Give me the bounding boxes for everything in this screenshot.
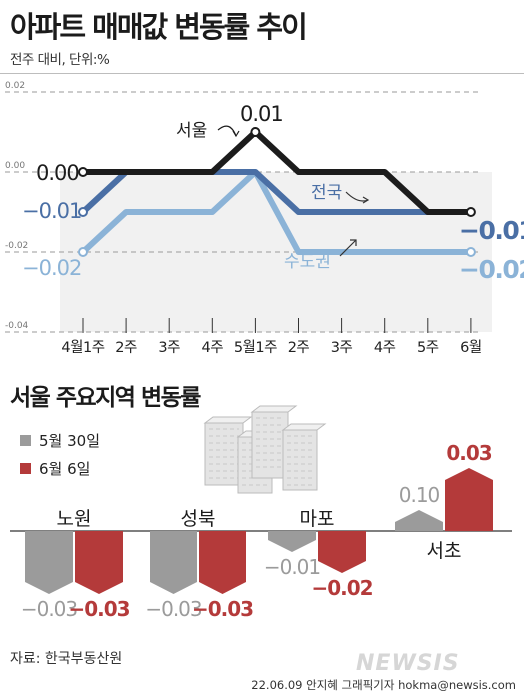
bar-value-label: 0.10: [399, 483, 440, 507]
x-tick-label: 3주: [331, 340, 353, 356]
x-tick-label: 2주: [288, 340, 310, 356]
category-label: 서초: [427, 540, 462, 562]
section-title: 서울 주요지역 변동률: [10, 385, 201, 411]
bar-value-label: 0.03: [446, 441, 491, 465]
x-tick-label: 5월1주: [234, 339, 277, 356]
legend-label: 5월 30일: [39, 432, 100, 450]
title-divider: [0, 73, 524, 74]
x-tick-label: 4주: [374, 340, 396, 356]
bar-value-label: −0.01: [264, 555, 320, 579]
data-point: [78, 167, 88, 177]
callout-arrow-head: [362, 196, 370, 204]
building-roof: [203, 416, 253, 424]
data-point: [250, 127, 261, 137]
building: [204, 422, 244, 486]
category-label: 마포: [300, 508, 335, 530]
building: [282, 429, 318, 491]
bar-value-label: −0.02: [311, 576, 372, 600]
data-label-seoul-start: 0.00: [36, 161, 79, 185]
bar-value-label: −0.03: [68, 597, 129, 621]
data-point: [465, 247, 476, 257]
bar: [395, 510, 443, 531]
data-point: [465, 207, 476, 217]
bar: [25, 531, 73, 594]
series-line: [80, 129, 474, 215]
bar: [199, 531, 246, 594]
data-label-capital-start: −0.02: [22, 256, 81, 280]
bar: [75, 531, 123, 594]
legend-item-may30: 5월 30일: [20, 430, 100, 451]
x-tick-label: 6월: [460, 339, 482, 356]
legend-swatch-red: [20, 463, 31, 474]
data-label-national-start: −0.01: [22, 199, 81, 223]
data-label-national-end: −0.01: [459, 216, 524, 245]
y-tick-label: -0.02: [5, 241, 28, 251]
category-label: 노원: [57, 508, 92, 530]
x-tick-label: 4주: [202, 340, 224, 356]
y-tick-label: -0.04: [5, 321, 29, 331]
callout-arrow-head: [232, 130, 240, 138]
x-tick-label: 5주: [417, 340, 439, 356]
bar: [150, 531, 197, 594]
credit-line: 22.06.09 안지혜 그래픽기자 hokma@newsis.com: [251, 678, 516, 692]
page-title: 아파트 매매값 변동률 추이: [10, 10, 308, 44]
callout-arrow-head: [350, 239, 357, 246]
building-illustration: [203, 405, 327, 494]
data-point: [78, 247, 88, 257]
x-tick-label: 3주: [158, 340, 180, 356]
data-point: [78, 207, 88, 217]
legend-swatch-gray: [20, 435, 31, 446]
bar-value-label: −0.03: [145, 597, 202, 621]
building-roof: [281, 423, 327, 431]
bar-value-label: −0.03: [21, 597, 78, 621]
data-label-seoul-peak: 0.01: [240, 102, 283, 126]
y-tick-label: 0.00: [5, 161, 25, 171]
category-label: 성북: [181, 508, 216, 530]
bar-value-label: −0.03: [192, 597, 253, 621]
newsis-watermark: NEWSIS: [356, 651, 460, 676]
legend-item-jun6: 6월 6일: [20, 458, 90, 479]
chart-subtitle: 전주 대비, 단위:%: [10, 52, 110, 68]
building-roof: [250, 405, 298, 413]
x-tick-label: 4월1주: [61, 339, 104, 356]
series-line: [80, 169, 474, 255]
series-name-seoul: 서울: [176, 121, 207, 141]
y-tick-label: 0.02: [5, 81, 25, 91]
x-tick-label: 2주: [115, 340, 137, 356]
series-name-capital: 수도권: [284, 252, 331, 272]
series-name-national: 전국: [311, 183, 342, 203]
bar: [445, 468, 493, 531]
bar: [318, 531, 366, 573]
source-note: 자료: 한국부동산원: [10, 651, 123, 667]
bar: [268, 531, 316, 552]
legend-label: 6월 6일: [39, 460, 91, 478]
data-label-capital-end: −0.02: [459, 255, 524, 284]
callout-arrow: [339, 239, 357, 257]
